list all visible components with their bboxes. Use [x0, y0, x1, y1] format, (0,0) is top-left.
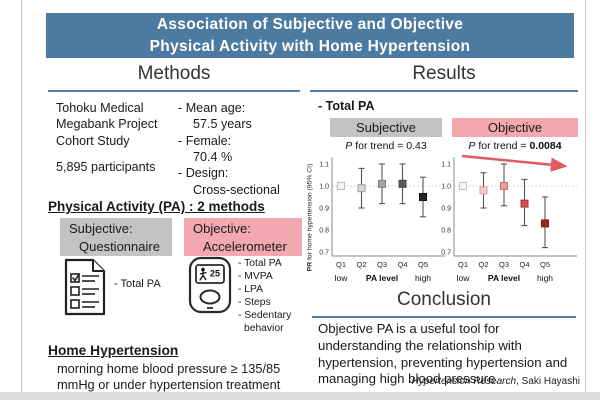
svg-text:0.7: 0.7: [441, 250, 451, 257]
forest-plot-objective: 1.1 1.0 0.9 0.8 0.7 Q1 Q2 Q3 Q4 Q5 low PA level high: [436, 151, 580, 294]
svg-text:0.9: 0.9: [441, 206, 451, 213]
stat-label: - Female:: [178, 133, 232, 148]
forest-plot-subjective: 1.1 1.0 0.9 0.8 0.7 Q1 Q2 Q3 Q4 Q5 low PA level high: [314, 151, 448, 294]
svg-text:0.9: 0.9: [319, 206, 329, 213]
slide-right-edge: [585, 0, 586, 392]
questionnaire-icon: [64, 258, 106, 316]
conclusion-heading: Conclusion: [397, 289, 491, 310]
methods-underline: [48, 90, 300, 92]
svg-text:0.8: 0.8: [441, 228, 451, 235]
svg-text:1.1: 1.1: [441, 162, 451, 169]
slide-bottom-strip: [0, 392, 600, 400]
svg-text:0.7: 0.7: [319, 250, 329, 257]
objective-measure-list: - Total PA - MVPA - LPA - Steps - Sedent…: [238, 257, 306, 335]
subjective-results-box: Subjective: [330, 118, 442, 137]
stat-value: 57.5 years: [193, 117, 252, 132]
svg-text:PA level: PA level: [366, 273, 398, 283]
p-text: for trend =: [352, 140, 407, 152]
p-for-trend-objective: P for trend = 0.0084: [452, 140, 578, 152]
svg-text:1.0: 1.0: [441, 184, 451, 191]
p-value: 0.43: [406, 140, 427, 152]
objective-measure-item: - Steps: [238, 297, 271, 309]
objective-results-box: Objective: [452, 118, 578, 137]
title-line-2: Physical Activity with Home Hypertension: [149, 37, 471, 55]
subjective-box-line2: Questionnaire: [79, 239, 160, 255]
svg-text:Q4: Q4: [519, 260, 529, 269]
results-subtitle: - Total PA: [318, 99, 375, 113]
p-symbol: P: [468, 140, 476, 152]
svg-text:Q3: Q3: [499, 260, 509, 269]
p-value: 0.0084: [529, 140, 562, 152]
svg-text:PA level: PA level: [488, 273, 520, 283]
svg-text:Q1: Q1: [458, 260, 468, 269]
svg-text:Q3: Q3: [377, 260, 387, 269]
svg-text:high: high: [415, 273, 431, 283]
objective-measure-item: - Sedentary behavior: [238, 310, 292, 335]
cohort-description: Tohoku Medical Megabank Project Cohort S…: [56, 100, 180, 175]
title-line-1: Association of Subjective and Objective: [156, 15, 464, 33]
svg-text:high: high: [537, 273, 553, 283]
svg-text:Q2: Q2: [356, 260, 366, 269]
objective-measure-item: - MVPA: [238, 271, 273, 283]
pa-methods-heading: Physical Activity (PA) : 2 methods: [48, 199, 265, 214]
svg-text:low: low: [335, 273, 349, 283]
svg-text:1.1: 1.1: [319, 162, 329, 169]
subjective-measure-item: - Total PA: [114, 278, 161, 290]
results-underline: [310, 90, 578, 92]
title-banner: Association of Subjective and Objective …: [46, 13, 574, 58]
subjective-box-line1: Subjective:: [69, 221, 133, 236]
objective-method-box: Objective: Accelerometer: [184, 218, 302, 256]
stat-value: 70.4 %: [193, 150, 233, 165]
cohort-line: Megabank Project: [56, 117, 158, 132]
accelerometer-icon: 25: [188, 256, 232, 314]
home-hypertension-heading: Home Hypertension: [48, 343, 179, 358]
home-hypertension-definition: morning home blood pressure ≥ 135/85 mmH…: [57, 361, 281, 392]
participants-count: 5,895 participants: [56, 160, 156, 175]
svg-text:0.8: 0.8: [319, 228, 329, 235]
objective-box-line1: Objective:: [193, 221, 251, 236]
y-axis-label-bold: PR: [306, 261, 314, 272]
conclusion-text: Objective PA is a useful tool for unders…: [318, 321, 568, 387]
svg-text:Q5: Q5: [540, 260, 550, 269]
conclusion-underline: [312, 316, 576, 318]
results-heading: Results: [412, 63, 476, 84]
svg-text:Q5: Q5: [418, 260, 428, 269]
y-axis-label-rest: for home hypertension (95% CI): [306, 163, 314, 262]
stat-value: Cross-sectional: [193, 182, 280, 197]
stat-label: - Mean age:: [178, 101, 246, 115]
objective-measure-item: - Total PA: [238, 258, 282, 269]
study-stats: - Mean age: 57.5 years - Female: 70.4 % …: [178, 100, 308, 198]
methods-heading: Methods: [137, 63, 211, 84]
cohort-line: Tohoku Medical: [56, 101, 144, 115]
objective-box-line2: Accelerometer: [203, 239, 287, 255]
p-text: for trend =: [475, 140, 530, 152]
svg-text:1.0: 1.0: [319, 184, 329, 191]
y-axis-label: PR for home hypertension (95% CI): [307, 148, 314, 288]
svg-text:Q4: Q4: [397, 260, 407, 269]
slide-left-edge: [21, 0, 22, 392]
p-symbol: P: [345, 140, 353, 152]
citation: Hypertension Research, Saki Hayashi: [316, 376, 580, 387]
subjective-method-box: Subjective: Questionnaire: [60, 218, 172, 256]
stat-label: - Design:: [178, 166, 229, 181]
objective-measure-item: - LPA: [238, 284, 263, 296]
accelerometer-display-value: 25: [210, 269, 220, 279]
svg-text:Q1: Q1: [336, 260, 346, 269]
cohort-line: Cohort Study: [56, 133, 130, 148]
citation-journal: Hypertension Research: [411, 376, 517, 387]
svg-text:Q2: Q2: [478, 260, 488, 269]
citation-author: , Saki Hayashi: [516, 376, 580, 387]
svg-text:low: low: [457, 273, 471, 283]
p-for-trend-subjective: P for trend = 0.43: [330, 140, 442, 152]
